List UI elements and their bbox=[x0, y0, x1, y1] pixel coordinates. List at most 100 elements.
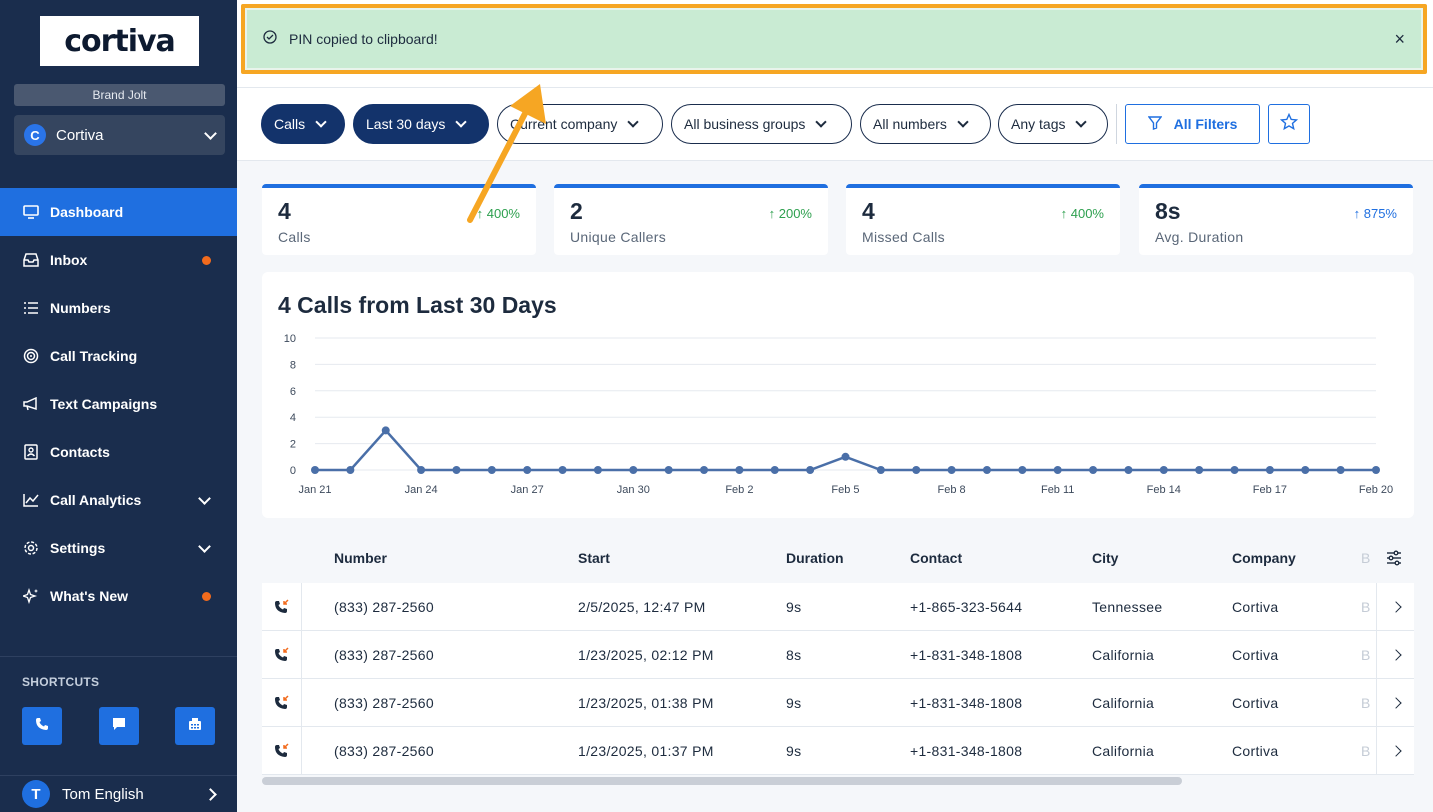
chart-line-icon bbox=[22, 491, 40, 509]
cell-city: Tennessee bbox=[1092, 599, 1163, 615]
data-point[interactable] bbox=[982, 466, 991, 474]
data-point[interactable] bbox=[664, 466, 673, 474]
company-selector[interactable]: C Cortiva bbox=[14, 115, 225, 155]
table-row[interactable]: (833) 287-2560 1/23/2025, 02:12 PM 8s +1… bbox=[262, 631, 1414, 679]
data-point[interactable] bbox=[593, 466, 602, 474]
data-point[interactable] bbox=[1089, 466, 1098, 474]
data-point[interactable] bbox=[417, 466, 426, 474]
data-point[interactable] bbox=[947, 466, 956, 474]
column-header-duration[interactable]: Duration bbox=[786, 550, 844, 566]
cell-contact[interactable]: +1-865-323-5644 bbox=[910, 599, 1023, 615]
company-name: Cortiva bbox=[56, 126, 104, 144]
data-point[interactable] bbox=[1265, 466, 1274, 474]
shortcut-message-button[interactable] bbox=[98, 707, 139, 745]
data-point[interactable] bbox=[1018, 466, 1027, 474]
sidebar-item-dashboard[interactable]: Dashboard bbox=[0, 188, 237, 236]
data-point[interactable] bbox=[700, 466, 709, 474]
data-point[interactable] bbox=[629, 466, 638, 474]
cell-number[interactable]: (833) 287-2560 bbox=[334, 743, 434, 759]
data-point[interactable] bbox=[346, 466, 355, 474]
main-content: PIN copied to clipboard! × Calls Last 30… bbox=[237, 0, 1433, 812]
data-point[interactable] bbox=[912, 466, 921, 474]
data-point[interactable] bbox=[841, 452, 850, 461]
cell-contact[interactable]: +1-831-348-1808 bbox=[910, 695, 1023, 711]
user-menu[interactable]: T Tom English bbox=[0, 775, 237, 812]
cell-number[interactable]: (833) 287-2560 bbox=[334, 695, 434, 711]
column-header-number[interactable]: Number bbox=[334, 550, 387, 566]
data-point[interactable] bbox=[876, 466, 885, 474]
horizontal-scrollbar[interactable] bbox=[262, 777, 1182, 785]
column-header-city[interactable]: City bbox=[1092, 550, 1119, 566]
data-point[interactable] bbox=[806, 466, 815, 474]
row-expand-button[interactable] bbox=[1376, 583, 1414, 631]
cortiva-logo[interactable]: cortiva bbox=[40, 16, 199, 66]
data-point[interactable] bbox=[1230, 466, 1239, 474]
sidebar-item-contacts[interactable]: Contacts bbox=[0, 428, 237, 476]
column-header-start[interactable]: Start bbox=[578, 550, 610, 566]
table-row[interactable]: (833) 287-2560 1/23/2025, 01:38 PM 9s +1… bbox=[262, 679, 1414, 727]
data-point[interactable] bbox=[1124, 466, 1133, 474]
calls-chart-card: 4 Calls from Last 30 Days 0 2 4 6 8 10 Jan 21 J… bbox=[262, 272, 1414, 518]
sidebar-item-call-analytics[interactable]: Call Analytics bbox=[0, 476, 237, 524]
company-filter-dropdown[interactable]: Current company bbox=[497, 104, 663, 144]
shortcut-call-button[interactable] bbox=[22, 707, 62, 745]
sidebar-item-whats-new[interactable]: What's New bbox=[0, 572, 237, 620]
data-point[interactable] bbox=[1372, 466, 1380, 474]
all-filters-button[interactable]: All Filters bbox=[1125, 104, 1260, 144]
data-point[interactable] bbox=[1053, 466, 1062, 474]
column-settings-icon[interactable] bbox=[1386, 550, 1402, 571]
data-point[interactable] bbox=[1195, 466, 1204, 474]
cell-contact[interactable]: +1-831-348-1808 bbox=[910, 647, 1023, 663]
column-header-contact[interactable]: Contact bbox=[910, 550, 963, 566]
shortcut-dialpad-button[interactable] bbox=[175, 707, 215, 745]
row-expand-button[interactable] bbox=[1376, 631, 1414, 679]
sidebar: cortiva Brand Jolt C Cortiva Dashboard I… bbox=[0, 0, 237, 812]
y-tick-label: 6 bbox=[290, 386, 296, 398]
numbers-filter-dropdown[interactable]: All numbers bbox=[860, 104, 991, 144]
stat-card-avg-duration[interactable]: 8s Avg. Duration ↑ 875% bbox=[1139, 184, 1413, 255]
data-point[interactable] bbox=[1301, 466, 1310, 474]
column-header-company[interactable]: Company bbox=[1232, 550, 1296, 566]
sidebar-item-settings[interactable]: Settings bbox=[0, 524, 237, 572]
tags-filter-dropdown[interactable]: Any tags bbox=[998, 104, 1108, 144]
data-point[interactable] bbox=[558, 466, 567, 474]
data-point[interactable] bbox=[452, 466, 461, 474]
cell-duration: 9s bbox=[786, 599, 802, 615]
monitor-icon bbox=[22, 203, 40, 221]
sidebar-item-inbox[interactable]: Inbox bbox=[0, 236, 237, 284]
date-range-dropdown[interactable]: Last 30 days bbox=[353, 104, 489, 144]
cell-number[interactable]: (833) 287-2560 bbox=[334, 647, 434, 663]
sidebar-item-call-tracking[interactable]: Call Tracking bbox=[0, 332, 237, 380]
data-point[interactable] bbox=[1336, 466, 1345, 474]
x-tick-label: Feb 5 bbox=[831, 484, 859, 496]
chevron-down-icon bbox=[198, 491, 211, 505]
table-row[interactable]: (833) 287-2560 1/23/2025, 01:37 PM 9s +1… bbox=[262, 727, 1414, 775]
cell-number[interactable]: (833) 287-2560 bbox=[334, 599, 434, 615]
megaphone-icon bbox=[22, 395, 40, 413]
chevron-down-icon bbox=[815, 116, 828, 128]
stat-card-missed-calls[interactable]: 4 Missed Calls ↑ 400% bbox=[846, 184, 1120, 255]
stat-change: ↑ 400% bbox=[1060, 206, 1104, 221]
data-point[interactable] bbox=[1159, 466, 1168, 474]
close-icon[interactable]: × bbox=[1394, 28, 1405, 49]
sidebar-item-text-campaigns[interactable]: Text Campaigns bbox=[0, 380, 237, 428]
stat-card-unique-callers[interactable]: 2 Unique Callers ↑ 200% bbox=[554, 184, 828, 255]
data-point[interactable] bbox=[735, 466, 744, 474]
calls-filter-dropdown[interactable]: Calls bbox=[261, 104, 345, 144]
favorite-button[interactable] bbox=[1268, 104, 1310, 144]
data-point[interactable] bbox=[381, 426, 390, 435]
data-point[interactable] bbox=[311, 466, 319, 474]
sidebar-item-numbers[interactable]: Numbers bbox=[0, 284, 237, 332]
cell-contact[interactable]: +1-831-348-1808 bbox=[910, 743, 1023, 759]
y-tick-label: 10 bbox=[284, 333, 296, 345]
data-point[interactable] bbox=[487, 466, 496, 474]
column-header-truncated[interactable]: B bbox=[1361, 550, 1371, 566]
business-groups-dropdown[interactable]: All business groups bbox=[671, 104, 852, 144]
data-point[interactable] bbox=[523, 466, 532, 474]
chevron-down-icon bbox=[627, 116, 640, 128]
data-point[interactable] bbox=[770, 466, 779, 474]
table-row[interactable]: (833) 287-2560 2/5/2025, 12:47 PM 9s +1-… bbox=[262, 583, 1414, 631]
stat-card-calls[interactable]: 4 Calls ↑ 400% bbox=[262, 184, 536, 255]
row-expand-button[interactable] bbox=[1376, 727, 1414, 775]
row-expand-button[interactable] bbox=[1376, 679, 1414, 727]
